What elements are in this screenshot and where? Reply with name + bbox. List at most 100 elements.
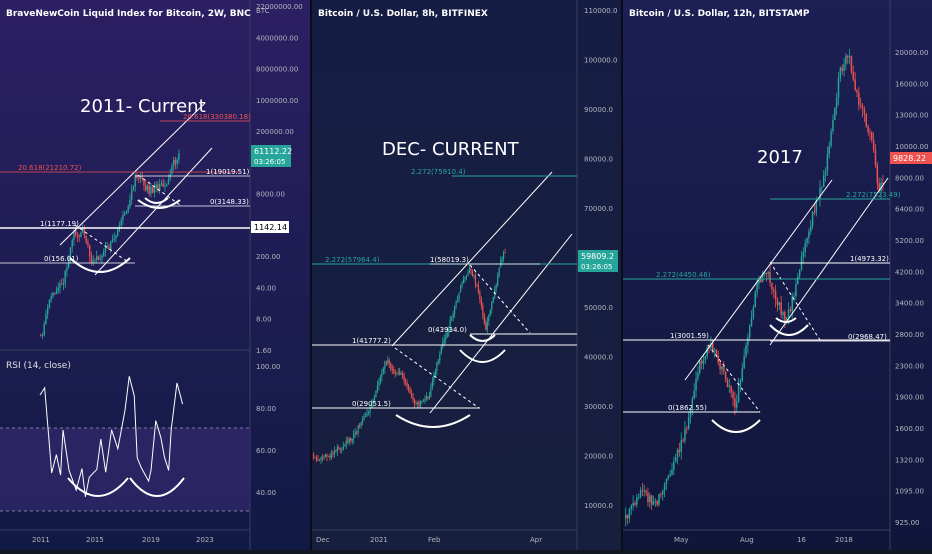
middle-y-tick: 110000.0 <box>584 7 617 15</box>
candle <box>634 502 636 505</box>
candle <box>713 349 716 351</box>
candle <box>459 285 462 293</box>
cup-shape <box>469 334 496 342</box>
candle <box>442 341 444 347</box>
candle <box>656 501 658 505</box>
right-y-tick: 13000.00 <box>895 112 928 120</box>
candle <box>501 257 503 261</box>
candle <box>52 292 54 297</box>
candle <box>461 282 463 286</box>
candle <box>124 213 126 215</box>
candle <box>327 455 330 457</box>
candle <box>393 369 395 371</box>
candle <box>628 508 631 519</box>
candle <box>351 438 353 441</box>
candle <box>117 229 119 236</box>
fib-level-label: 0(43934.0) <box>428 326 467 334</box>
candle <box>630 505 633 509</box>
candle <box>739 380 742 386</box>
candle <box>726 379 729 387</box>
fib-level-label: 2.272(4450.46) <box>656 271 711 279</box>
candle <box>737 385 740 402</box>
candle <box>479 292 481 300</box>
candle <box>73 230 75 241</box>
right-y-tick: 1320.00 <box>895 456 924 464</box>
candle <box>878 183 880 192</box>
candle <box>669 474 671 476</box>
candle <box>819 188 821 200</box>
candle <box>660 493 662 495</box>
candle <box>652 501 655 505</box>
candle <box>676 449 679 458</box>
candle <box>150 186 152 194</box>
candle <box>113 238 115 240</box>
middle-y-tick: 100000.0 <box>584 57 617 65</box>
candle <box>90 256 93 263</box>
candle <box>41 335 44 337</box>
right-y-tick: 2300.00 <box>895 362 924 370</box>
candle <box>344 445 346 447</box>
candle <box>314 457 316 459</box>
middle-y-tick: 80000.0 <box>584 156 613 164</box>
rsi-title: RSI (14, close) <box>6 361 71 371</box>
candle <box>97 256 100 260</box>
candle <box>489 309 491 317</box>
candle <box>808 231 810 239</box>
candle <box>176 159 178 164</box>
candle <box>678 449 681 452</box>
candle <box>468 268 471 273</box>
candle <box>492 297 494 303</box>
candle <box>106 246 108 248</box>
candle <box>480 299 482 306</box>
candle <box>120 220 122 226</box>
candle <box>673 461 675 470</box>
candle <box>115 235 117 239</box>
candle <box>797 276 799 285</box>
candle <box>782 312 784 315</box>
candle <box>446 332 448 338</box>
candle <box>360 422 362 427</box>
candle <box>353 434 355 439</box>
candle <box>647 492 649 503</box>
right-y-tick: 20000.00 <box>895 49 928 57</box>
candle <box>467 272 469 276</box>
candle <box>626 515 629 519</box>
candle <box>483 315 485 324</box>
rsi-y-tick: 80.00 <box>256 405 276 413</box>
candle <box>409 389 411 394</box>
fib-level-label: 1(1177.19) <box>40 220 79 228</box>
middle-y-tick: 70000.0 <box>584 205 613 213</box>
right-y-tick: 1900.00 <box>895 394 924 402</box>
left-x-tick: 2023 <box>196 536 214 544</box>
candle <box>724 371 727 380</box>
left-chart: 20.618(330380.18) 20.618(21210.72) 1(19019… <box>0 3 303 544</box>
left-axis-unit: BTC <box>256 7 270 15</box>
candle <box>658 493 660 505</box>
left-panel-title: BraveNewCoin Liquid Index for Bitcoin, 2… <box>6 9 251 19</box>
candle <box>774 291 777 300</box>
candle <box>132 186 135 190</box>
candle <box>665 478 668 485</box>
candle <box>89 245 91 257</box>
candle <box>402 373 404 378</box>
candle <box>354 432 356 435</box>
candle <box>859 104 862 106</box>
cup-shape <box>775 317 797 323</box>
candle <box>485 323 487 330</box>
candle <box>473 275 475 277</box>
candle <box>397 371 399 373</box>
candle <box>741 368 744 381</box>
candle <box>491 302 493 310</box>
candle <box>427 396 429 399</box>
candle <box>87 242 89 246</box>
middle-panel-title: Bitcoin / U.S. Dollar, 8h, BITFINEX <box>318 9 488 19</box>
right-y-tick: 16000.00 <box>895 80 928 88</box>
candle <box>784 312 786 323</box>
candle <box>841 67 843 71</box>
candle <box>430 387 432 397</box>
middle-y-tick: 20000.0 <box>584 453 613 461</box>
candle <box>387 360 389 363</box>
left-x-tick: 2011 <box>32 536 50 544</box>
candle <box>415 403 417 405</box>
fib-level-label: 1(41777.2) <box>352 337 391 345</box>
